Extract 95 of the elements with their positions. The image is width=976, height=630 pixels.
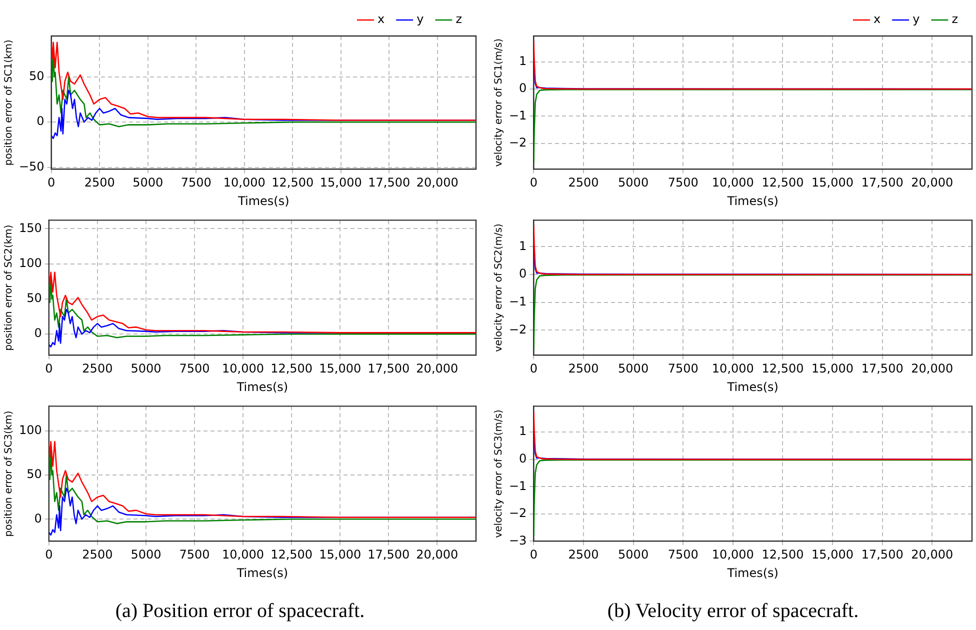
x-axis-title: Times(s) [726, 566, 778, 580]
x-tick-label: 17,500 [368, 548, 410, 562]
x-tick-label: 5000 [130, 362, 162, 376]
x-tick-label: 20,000 [416, 548, 458, 562]
x-tick-label: 2500 [568, 176, 599, 190]
y-tick-label: −1 [508, 108, 527, 122]
x-tick-label: 20,000 [416, 362, 458, 376]
x-tick-label: 2500 [568, 548, 599, 562]
x-tick-label: 0 [530, 548, 538, 562]
y-tick-label: 50 [26, 291, 42, 306]
x-tick-label: 2500 [82, 362, 113, 376]
legend-label: y [912, 12, 920, 26]
x-tick-label: 12,500 [272, 176, 314, 190]
x-tick-label: 17,500 [368, 176, 410, 190]
x-tick-label: 15,000 [320, 176, 362, 190]
x-tick-label: 17,500 [861, 176, 904, 190]
x-tick-label: 15,000 [319, 548, 362, 562]
y-tick-label: 100 [19, 256, 42, 270]
x-tick-label: 10,000 [712, 548, 754, 562]
y-tick-label: −3 [508, 533, 527, 548]
x-tick-label: 17,500 [368, 362, 410, 376]
x-tick-label: 17,500 [861, 362, 904, 376]
x-tick-label: 0 [530, 362, 538, 376]
x-tick-label: 7500 [668, 362, 698, 376]
y-tick-label: 0 [36, 114, 44, 128]
x-axis-title: Times(s) [237, 194, 290, 208]
y-tick-label: −1 [508, 478, 527, 493]
legend-label: x [378, 12, 385, 26]
legend-label: y [416, 12, 424, 26]
x-tick-label: 10,000 [222, 362, 264, 376]
y-tick-label: 0 [34, 326, 42, 340]
x-tick-label: 7500 [179, 548, 210, 562]
x-tick-label: 12,500 [270, 362, 313, 376]
y-tick-label: −1 [508, 294, 527, 308]
x-tick-label: 0 [48, 176, 56, 190]
y-axis-title: position error of SC2(km) [4, 224, 15, 351]
x-tick-label: 2500 [84, 176, 115, 190]
x-tick-label: 20,000 [416, 176, 458, 190]
y-axis-title: velocity error of SC3(m/s) [494, 409, 505, 538]
x-tick-label: 7500 [668, 176, 698, 190]
y-tick-label: 50 [29, 68, 44, 83]
x-tick-label: 5000 [618, 176, 649, 190]
x-tick-label: 5000 [618, 548, 649, 562]
x-tick-label: 5000 [618, 362, 649, 376]
x-tick-label: 20,000 [911, 362, 954, 376]
x-tick-label: 12,500 [270, 548, 313, 562]
y-tick-label: −2 [508, 506, 527, 520]
y-tick-label: 0 [519, 81, 527, 96]
y-tick-label: 0 [34, 511, 42, 526]
x-tick-label: 7500 [179, 362, 210, 376]
y-tick-label: 50 [26, 467, 42, 482]
x-tick-label: 2500 [82, 548, 113, 562]
x-tick-label: 10,000 [712, 362, 754, 376]
x-tick-label: 12,500 [762, 548, 804, 562]
legend-label: z [952, 12, 958, 26]
x-tick-label: 7500 [668, 548, 698, 562]
y-tick-label: 1 [519, 54, 527, 68]
y-tick-label: 150 [19, 220, 42, 235]
x-tick-label: 15,000 [812, 362, 854, 376]
x-tick-label: 0 [530, 176, 538, 190]
x-tick-label: 10,000 [222, 548, 264, 562]
y-axis-title: velocity error of SC2(m/s) [494, 223, 505, 352]
legend-label: z [456, 12, 462, 26]
legend-label: x [874, 12, 881, 26]
x-tick-label: 17,500 [861, 548, 904, 562]
y-axis-title: position error of SC3(km) [4, 410, 15, 537]
y-tick-label: 0 [519, 452, 527, 466]
x-tick-label: 15,000 [812, 548, 854, 562]
x-axis-title: Times(s) [236, 380, 288, 394]
y-tick-label: 100 [19, 423, 42, 438]
x-axis-title: Times(s) [726, 380, 778, 394]
y-tick-label: 1 [519, 424, 527, 438]
x-axis-title: Times(s) [236, 566, 288, 580]
text: (a) Position error of spacecraft. [114, 600, 366, 623]
x-tick-label: 20,000 [911, 176, 954, 190]
x-tick-label: 5000 [130, 548, 162, 562]
y-tick-label: −2 [508, 136, 527, 150]
x-tick-label: 10,000 [223, 176, 266, 190]
text: (b) Velocity error of spacecraft. [606, 600, 860, 623]
x-tick-label: 5000 [132, 176, 164, 190]
y-tick-label: −50 [18, 160, 44, 174]
x-tick-label: 15,000 [319, 362, 362, 376]
x-tick-label: 20,000 [911, 548, 954, 562]
x-tick-label: 12,500 [762, 362, 804, 376]
x-tick-label: 12,500 [762, 176, 804, 190]
x-tick-label: 10,000 [712, 176, 754, 190]
y-axis-title: position error of SC1(km) [4, 39, 15, 166]
x-tick-label: 15,000 [812, 176, 854, 190]
y-tick-label: 0 [519, 266, 527, 281]
x-axis-title: Times(s) [726, 194, 778, 208]
x-tick-label: 7500 [180, 176, 212, 190]
y-tick-label: −2 [508, 322, 527, 336]
x-tick-label: 2500 [568, 362, 599, 376]
y-tick-label: 1 [519, 238, 527, 253]
y-axis-title: velocity error of SC1(m/s) [494, 38, 505, 167]
